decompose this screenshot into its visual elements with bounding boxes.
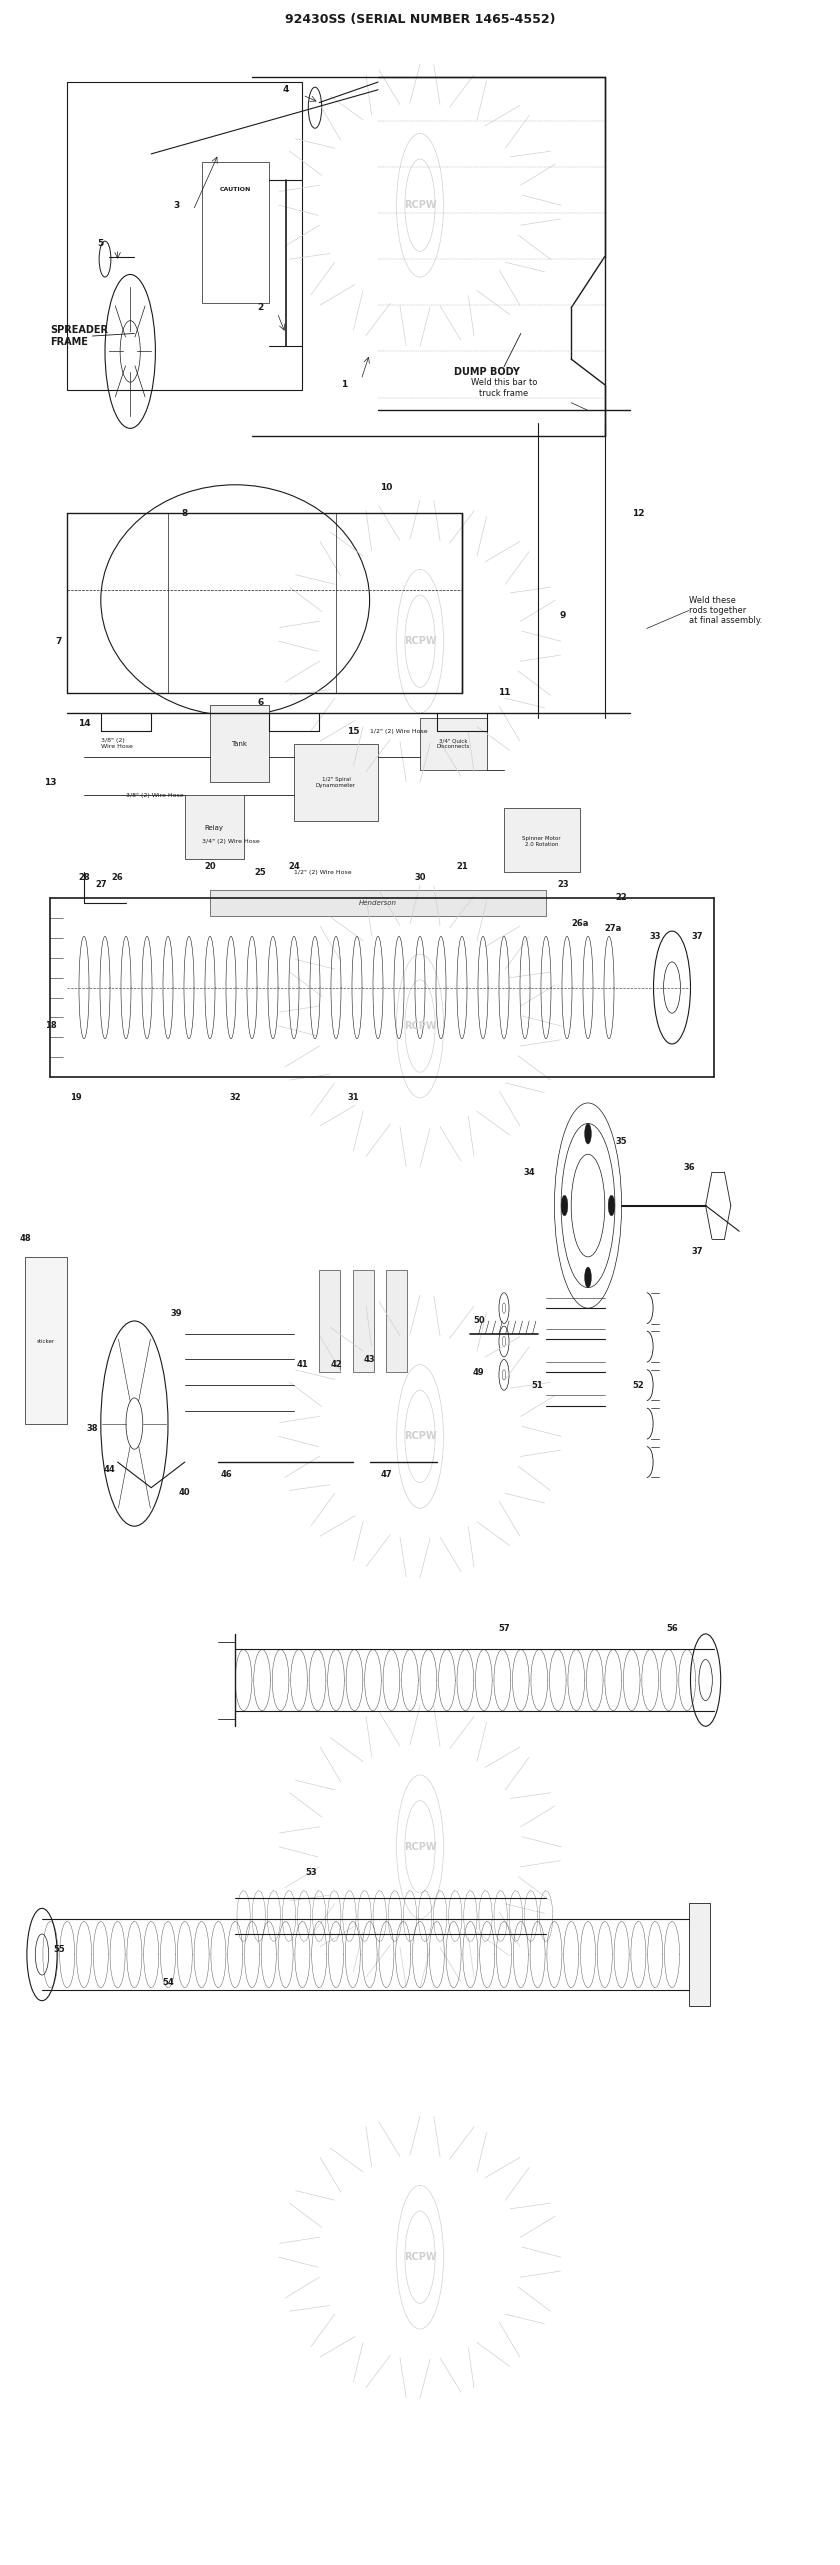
- Bar: [210, 890, 546, 916]
- Bar: [25, 1257, 67, 1424]
- Text: 23: 23: [557, 880, 569, 890]
- Circle shape: [608, 1195, 615, 1216]
- Bar: [294, 744, 378, 821]
- Bar: [386, 1270, 407, 1372]
- Text: 2: 2: [257, 303, 264, 313]
- Text: RCPW: RCPW: [404, 1842, 436, 1852]
- Text: RCPW: RCPW: [404, 636, 436, 646]
- Text: 24: 24: [288, 862, 300, 872]
- Text: 47: 47: [381, 1470, 392, 1480]
- Text: 1/2" Spiral
Dynamometer: 1/2" Spiral Dynamometer: [316, 777, 356, 787]
- Text: 50: 50: [473, 1316, 485, 1326]
- Text: 18: 18: [45, 1021, 56, 1031]
- Text: Henderson: Henderson: [359, 900, 397, 905]
- Bar: [353, 1270, 374, 1372]
- Bar: [319, 1270, 340, 1372]
- Bar: [689, 1903, 710, 2006]
- Text: RCPW: RCPW: [404, 2252, 436, 2262]
- Bar: [210, 705, 269, 782]
- Text: DUMP BODY: DUMP BODY: [454, 367, 520, 377]
- Text: 27a: 27a: [605, 923, 622, 934]
- Text: 41: 41: [297, 1359, 308, 1370]
- Bar: [185, 795, 244, 859]
- Text: Spinner Motor
2.0 Rotation: Spinner Motor 2.0 Rotation: [522, 836, 561, 846]
- Text: 8: 8: [181, 508, 188, 518]
- Text: 5: 5: [97, 239, 104, 249]
- Text: 46: 46: [221, 1470, 233, 1480]
- Text: 3: 3: [173, 200, 180, 210]
- Text: 56: 56: [666, 1624, 678, 1634]
- Text: 12: 12: [633, 508, 644, 518]
- Text: 42: 42: [330, 1359, 342, 1370]
- Text: 11: 11: [498, 687, 510, 698]
- Text: 10: 10: [381, 482, 392, 492]
- Text: 13: 13: [45, 777, 56, 787]
- Text: 1/2" (2) Wire Hose: 1/2" (2) Wire Hose: [370, 728, 428, 734]
- Text: Weld this bar to
truck frame: Weld this bar to truck frame: [470, 377, 538, 398]
- Bar: [420, 718, 487, 770]
- Text: CAUTION: CAUTION: [219, 187, 251, 192]
- Text: 1: 1: [341, 380, 348, 390]
- Bar: [504, 808, 580, 872]
- Text: 9: 9: [559, 610, 566, 621]
- Text: 3/4" (2) Wire Hose: 3/4" (2) Wire Hose: [202, 839, 260, 844]
- Text: sticker: sticker: [37, 1339, 55, 1344]
- Text: 7: 7: [55, 636, 62, 646]
- Circle shape: [585, 1267, 591, 1288]
- Text: 14: 14: [77, 718, 91, 728]
- Text: RCPW: RCPW: [404, 1021, 436, 1031]
- Text: 37: 37: [691, 931, 703, 941]
- Text: 21: 21: [456, 862, 468, 872]
- Text: 27: 27: [95, 880, 107, 890]
- Text: 26a: 26a: [571, 918, 588, 929]
- Text: 49: 49: [473, 1367, 485, 1377]
- Text: 92430SS (SERIAL NUMBER 1465-4552): 92430SS (SERIAL NUMBER 1465-4552): [285, 13, 555, 26]
- Text: 36: 36: [683, 1162, 695, 1172]
- Text: Tank: Tank: [231, 741, 248, 746]
- Text: 48: 48: [19, 1234, 31, 1244]
- Text: RCPW: RCPW: [404, 200, 436, 210]
- Text: 53: 53: [305, 1867, 317, 1878]
- Text: RCPW: RCPW: [404, 1431, 436, 1442]
- Text: 3/8" (2)
Wire Hose: 3/8" (2) Wire Hose: [101, 739, 133, 749]
- Text: 6: 6: [257, 698, 264, 708]
- Text: 40: 40: [179, 1488, 191, 1498]
- Text: 39: 39: [171, 1308, 182, 1318]
- Text: 38: 38: [87, 1424, 98, 1434]
- Text: 20: 20: [204, 862, 216, 872]
- Text: 44: 44: [103, 1465, 115, 1475]
- Text: 57: 57: [498, 1624, 510, 1634]
- Text: 51: 51: [532, 1380, 543, 1390]
- Text: 1/2" (2) Wire Hose: 1/2" (2) Wire Hose: [294, 870, 352, 875]
- Text: 43: 43: [364, 1354, 375, 1365]
- Text: 37: 37: [691, 1247, 703, 1257]
- Text: SPREADER
FRAME: SPREADER FRAME: [50, 326, 108, 346]
- Text: 15: 15: [347, 726, 359, 736]
- Bar: [202, 162, 269, 303]
- Text: 52: 52: [633, 1380, 644, 1390]
- Circle shape: [561, 1195, 568, 1216]
- Text: 22: 22: [616, 893, 627, 903]
- Text: 31: 31: [347, 1093, 359, 1103]
- Circle shape: [585, 1123, 591, 1144]
- Text: 55: 55: [53, 1944, 65, 1955]
- Text: 26: 26: [112, 872, 123, 882]
- Text: 33: 33: [649, 931, 661, 941]
- Text: 19: 19: [70, 1093, 81, 1103]
- Text: 30: 30: [414, 872, 426, 882]
- Text: 54: 54: [162, 1978, 174, 1988]
- Text: Weld these
rods together
at final assembly.: Weld these rods together at final assemb…: [689, 595, 762, 626]
- Text: 28: 28: [78, 872, 90, 882]
- Text: 32: 32: [229, 1093, 241, 1103]
- Text: 35: 35: [616, 1136, 627, 1147]
- Text: Relay: Relay: [205, 826, 223, 831]
- Text: 25: 25: [255, 867, 266, 877]
- Text: 4: 4: [282, 85, 289, 95]
- Text: 3/4" Quick
Disconnects: 3/4" Quick Disconnects: [437, 739, 470, 749]
- Text: 3/8" (2) Wire Hose: 3/8" (2) Wire Hose: [126, 793, 184, 798]
- Text: 34: 34: [523, 1167, 535, 1177]
